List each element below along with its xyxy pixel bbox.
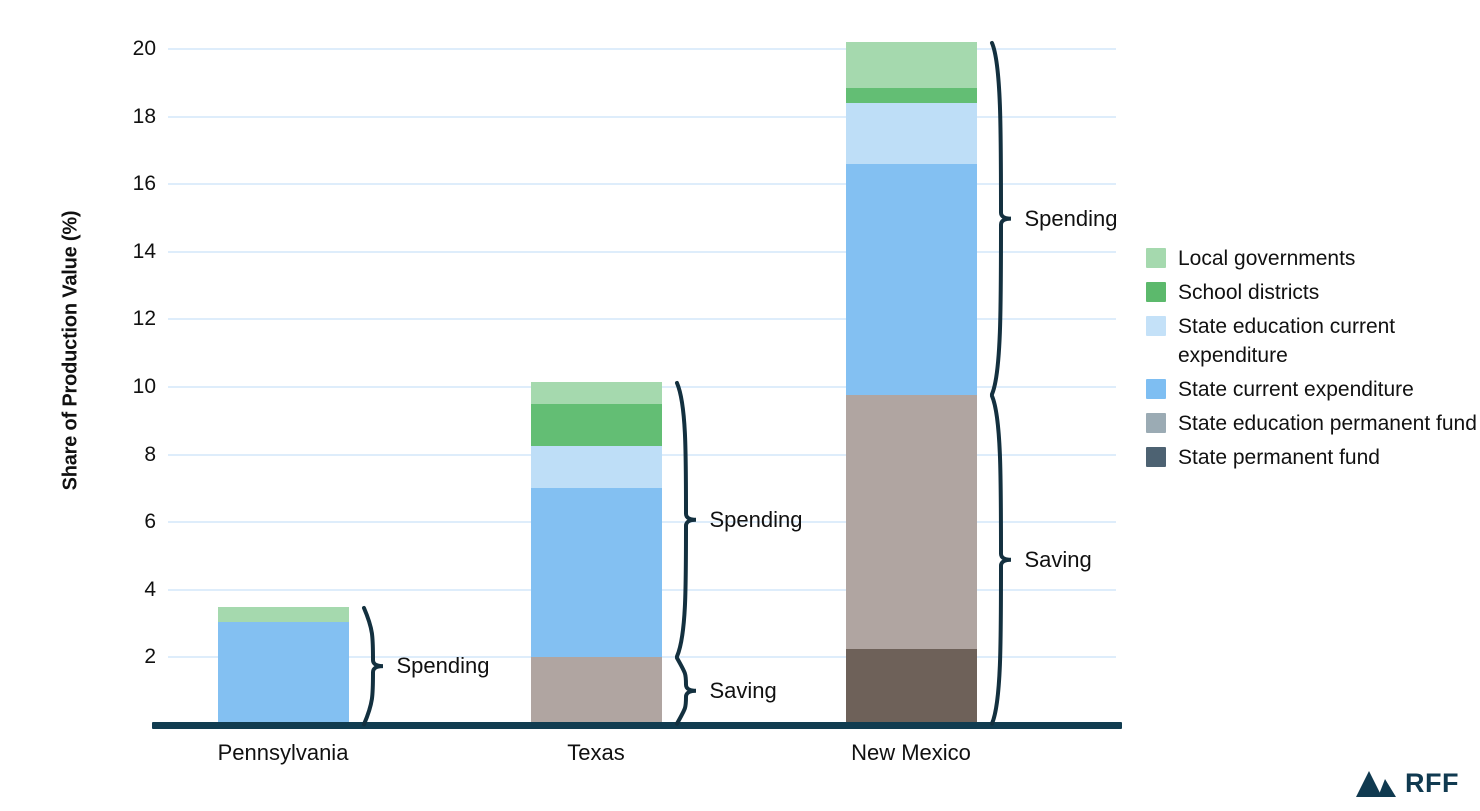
legend-label: Local governments — [1178, 247, 1356, 270]
legend-swatch-icon — [1146, 447, 1166, 467]
y-axis-tick-label: 10 — [132, 375, 156, 398]
legend-item[interactable]: State permanent fund — [1146, 443, 1480, 472]
legend-item[interactable]: Local governments — [1146, 244, 1480, 273]
bar-segment[interactable] — [845, 42, 977, 88]
y-axis-tick-label: 8 — [144, 442, 156, 466]
bar-texas[interactable] — [530, 0, 662, 725]
x-axis-label: Pennsylvania — [217, 740, 349, 765]
y-axis-tick-label: 2 — [144, 645, 156, 669]
legend-label: State education current expenditure — [1178, 315, 1396, 367]
gridline — [168, 183, 1116, 186]
gridline — [168, 250, 1116, 253]
bar-segment[interactable] — [530, 657, 662, 725]
brace-label: Saving — [1024, 547, 1092, 573]
logo-text: RFF — [1405, 768, 1459, 798]
brace-icon — [989, 41, 1015, 397]
y-axis-tick-label: 18 — [132, 104, 156, 128]
brace-icon — [989, 394, 1015, 726]
legend-swatch-icon — [1146, 282, 1166, 302]
legend-swatch-icon — [1146, 248, 1166, 268]
brace-label: Spending — [396, 652, 490, 678]
bar-segment[interactable] — [530, 381, 662, 404]
legend-label: State current expenditure — [1178, 378, 1414, 401]
bar-pennsylvania[interactable] — [217, 0, 349, 725]
brace-icon — [674, 380, 700, 659]
x-axis-label: New Mexico — [851, 740, 971, 765]
legend-swatch-icon — [1146, 316, 1166, 336]
brace-icon — [674, 656, 700, 726]
legend-item[interactable]: School districts — [1146, 278, 1480, 307]
bar-segment[interactable] — [845, 395, 977, 649]
legend-swatch-icon — [1146, 379, 1166, 399]
gridline — [168, 115, 1116, 118]
bar-segment[interactable] — [845, 103, 977, 164]
y-axis-tick-label: 6 — [144, 510, 156, 534]
legend: Local governments School districts State e… — [1146, 244, 1480, 477]
bar-segment[interactable] — [530, 488, 662, 658]
legend-item[interactable]: State current expenditure — [1146, 375, 1480, 404]
bar-segment[interactable] — [217, 621, 349, 725]
brace-label: Saving — [709, 678, 777, 704]
legend-item[interactable]: State education permanent fund — [1146, 409, 1480, 438]
x-axis-line — [152, 722, 1122, 729]
y-axis-tick-label: 14 — [132, 239, 156, 263]
legend-label: School districts — [1178, 281, 1320, 304]
bar-segment[interactable] — [845, 87, 977, 104]
brace-label: Spending — [709, 506, 803, 532]
legend-item[interactable]: State education current expenditure — [1146, 312, 1480, 370]
y-axis-tick-label: 20 — [132, 37, 156, 60]
y-axis-tick-label: 12 — [132, 307, 156, 331]
bar-segment[interactable] — [530, 446, 662, 489]
bar-segment[interactable] — [845, 648, 977, 725]
y-axis-tick-label: 4 — [144, 577, 156, 601]
bar-new-mexico[interactable] — [845, 0, 977, 725]
gridline — [168, 318, 1116, 321]
legend-swatch-icon — [1146, 413, 1166, 433]
x-axis-label: Texas — [567, 740, 625, 765]
bar-segment[interactable] — [530, 403, 662, 447]
bar-segment[interactable] — [845, 163, 977, 396]
bar-segment[interactable] — [217, 606, 349, 622]
mountain-icon — [1356, 770, 1396, 797]
rff-logo: RFF — [1356, 768, 1459, 799]
y-axis-title-text: Share of Production Value (%) — [59, 210, 82, 490]
gridline — [168, 48, 1116, 50]
legend-label: State education permanent fund — [1178, 412, 1477, 435]
y-axis-title: Share of Production Value (%) — [58, 140, 84, 560]
legend-label: State permanent fund — [1178, 446, 1380, 469]
brace-icon — [361, 605, 387, 726]
y-axis-tick-label: 16 — [132, 172, 156, 196]
brace-label: Spending — [1024, 205, 1118, 231]
